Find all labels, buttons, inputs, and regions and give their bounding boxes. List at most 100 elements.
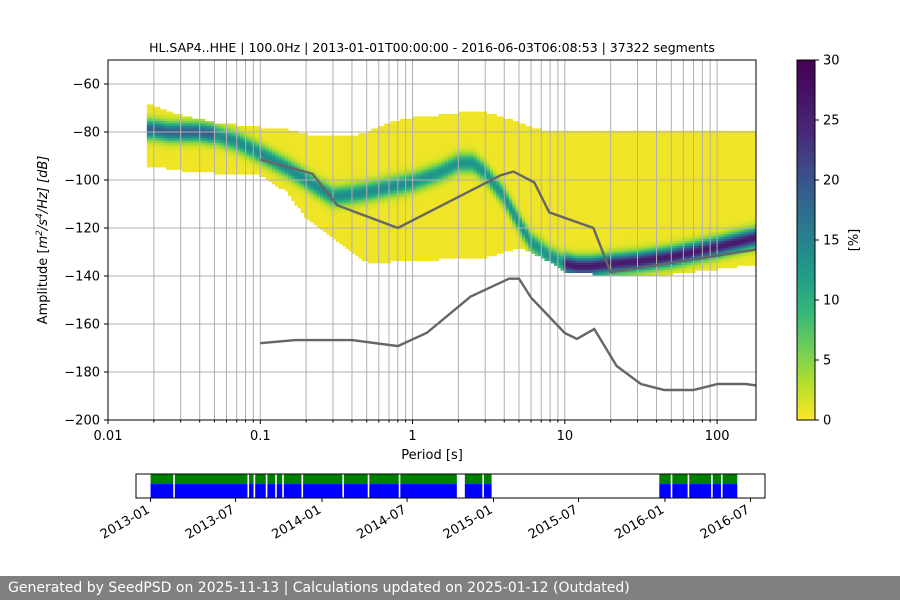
heatmap-cell (448, 166, 453, 170)
heatmap-cell (339, 234, 344, 237)
heatmap-cell (336, 193, 340, 197)
heatmap-cell (419, 200, 424, 204)
heatmap-cell (172, 114, 177, 117)
heatmap-cell (323, 157, 328, 161)
heatmap-cell (435, 186, 440, 189)
heatmap-cell (512, 164, 517, 168)
heatmap-cell (509, 236, 513, 240)
heatmap-cell (316, 212, 321, 216)
heatmap-cell (400, 188, 404, 192)
heatmap-cell (486, 176, 491, 180)
heatmap-cell (505, 186, 510, 189)
heatmap-cell (348, 188, 353, 192)
heatmap-cell (185, 157, 190, 161)
heatmap-cell (451, 200, 456, 204)
heatmap-cell (496, 118, 501, 122)
heatmap-cell (162, 142, 167, 146)
heatmap-cell (505, 142, 510, 146)
heatmap-cell (380, 159, 385, 163)
heatmap-cell (486, 200, 491, 204)
heatmap-cell (441, 214, 446, 218)
heatmap-cell (412, 200, 417, 204)
heatmap-cell (412, 159, 417, 163)
heatmap-cell (528, 195, 533, 199)
heatmap-cell (326, 195, 331, 199)
heatmap-cell (284, 169, 289, 173)
heatmap-cell (406, 145, 411, 149)
heatmap-cell (188, 147, 193, 151)
heatmap-cell (448, 224, 453, 228)
heatmap-cell (307, 195, 311, 199)
heatmap-cell (329, 145, 334, 149)
heatmap-cell (393, 229, 398, 233)
heatmap-cell (380, 246, 385, 249)
heatmap-cell (319, 207, 324, 211)
heatmap-cell (175, 162, 180, 165)
heatmap-cell (432, 128, 437, 132)
heatmap-cell (477, 140, 481, 144)
heatmap-cell (448, 128, 453, 132)
heatmap-cell (377, 255, 382, 259)
heatmap-cell (435, 135, 440, 139)
heatmap-cell (477, 128, 481, 132)
heatmap-cell (505, 243, 510, 247)
heatmap-cell (319, 157, 324, 161)
heatmap-cell (159, 150, 164, 153)
heatmap-cell (310, 164, 315, 168)
heatmap-cell (384, 238, 388, 242)
heatmap-cell (294, 186, 299, 189)
heatmap-cell (419, 198, 424, 201)
heatmap-cell (486, 145, 491, 149)
heatmap-cell (496, 157, 501, 161)
heatmap-cell (316, 140, 321, 144)
heatmap-cell (358, 210, 363, 213)
heatmap-cell (432, 195, 437, 199)
heatmap-cell (419, 224, 424, 228)
heatmap-cell (525, 217, 529, 221)
heatmap-cell (461, 202, 465, 206)
heatmap-cell (223, 147, 228, 151)
heatmap-cell (461, 236, 465, 240)
heatmap-cell (406, 181, 411, 185)
heatmap-cell (345, 200, 350, 204)
heatmap-cell (227, 135, 231, 139)
heatmap-cell (480, 157, 485, 161)
heatmap-cell (188, 154, 193, 158)
heatmap-cell (429, 229, 433, 233)
heatmap-cell (201, 138, 206, 141)
heatmap-cell (294, 145, 299, 149)
heatmap-cell (470, 126, 475, 129)
heatmap-cell (210, 162, 215, 165)
heatmap-cell (384, 169, 388, 173)
heatmap-cell (175, 150, 180, 153)
heatmap-cell (496, 152, 501, 156)
heatmap-cell (512, 147, 517, 151)
heatmap-cell (380, 171, 385, 175)
heatmap-cell (448, 236, 453, 240)
heatmap-cell (499, 248, 504, 252)
heatmap-cell (429, 234, 433, 237)
heatmap-cell (509, 174, 513, 177)
heatmap-cell (169, 157, 174, 161)
heatmap-cell (339, 142, 344, 146)
heatmap-cell (239, 135, 244, 139)
heatmap-cell (432, 157, 437, 161)
heatmap-cell (445, 193, 449, 197)
heatmap-cell (396, 243, 401, 247)
heatmap-cell (319, 169, 324, 173)
heatmap-cell (371, 248, 376, 252)
heatmap-cell (512, 198, 517, 201)
heatmap-cell (348, 150, 353, 153)
heatmap-cell (220, 154, 225, 158)
heatmap-cell (461, 212, 465, 216)
heatmap-cell (467, 111, 472, 115)
heatmap-cell (496, 202, 501, 206)
heatmap-cell (412, 224, 417, 228)
heatmap-cell (377, 212, 382, 216)
heatmap-cell (201, 159, 206, 163)
heatmap-cell (297, 190, 302, 194)
heatmap-cell (406, 193, 411, 197)
heatmap-cell (390, 234, 395, 237)
heatmap-cell (207, 121, 212, 125)
heatmap-cell (162, 114, 167, 117)
